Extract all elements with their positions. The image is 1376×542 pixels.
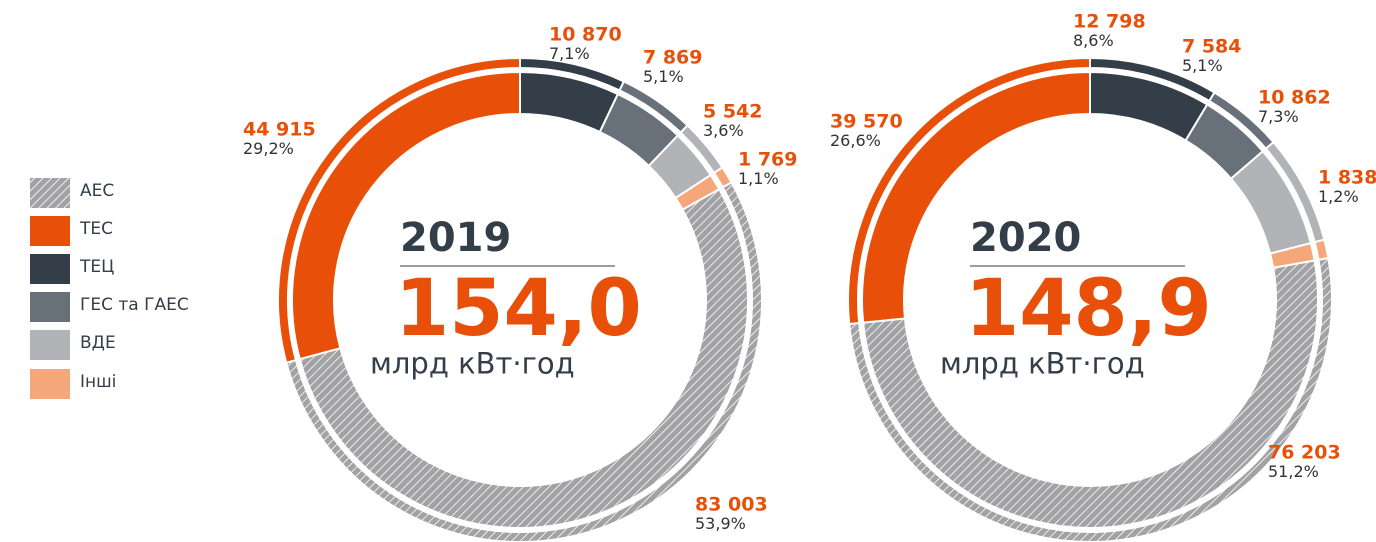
donut-segment xyxy=(298,187,749,529)
total-unit: млрд кВт·год xyxy=(940,347,1145,381)
legend-swatch xyxy=(30,369,70,399)
value-label: 39 570 xyxy=(830,111,903,133)
value-label: 76 203 xyxy=(1268,442,1341,464)
legend-swatch xyxy=(30,178,70,208)
donut-segment xyxy=(862,259,1319,530)
share-label: 8,6% xyxy=(1073,31,1114,50)
total-unit: млрд кВт·год xyxy=(370,347,575,381)
value-label: 10 870 xyxy=(549,24,622,46)
year-title: 2019 xyxy=(400,215,511,261)
value-label: 1 838 xyxy=(1318,167,1376,189)
legend-swatch xyxy=(30,292,70,322)
total-value: 154,0 xyxy=(395,264,642,354)
share-label: 1,2% xyxy=(1318,187,1359,206)
outer-ring-segment xyxy=(1313,238,1330,261)
share-label: 7,3% xyxy=(1258,107,1299,126)
legend-label: ТЕЦ xyxy=(79,257,114,277)
value-label: 5 542 xyxy=(703,101,763,123)
legend-swatch xyxy=(30,330,70,360)
legend-label: Інші xyxy=(80,372,116,392)
year-title: 2020 xyxy=(970,215,1081,261)
value-label: 83 003 xyxy=(695,494,768,516)
share-label: 7,1% xyxy=(549,44,590,63)
share-label: 3,6% xyxy=(703,121,744,140)
legend-label: ГЕС та ГАЕС xyxy=(80,295,189,315)
total-value: 148,9 xyxy=(965,264,1212,354)
legend-label: АЕС xyxy=(80,181,114,201)
value-label: 7 869 xyxy=(643,47,703,69)
donut-segment xyxy=(1268,241,1316,269)
share-label: 26,6% xyxy=(830,131,881,150)
share-label: 51,2% xyxy=(1268,462,1319,481)
value-label: 44 915 xyxy=(243,119,316,141)
share-label: 5,1% xyxy=(643,67,684,86)
value-label: 1 769 xyxy=(738,149,798,171)
legend-swatch xyxy=(30,216,70,246)
outer-ring-segment xyxy=(712,166,733,189)
share-label: 5,1% xyxy=(1182,56,1223,75)
share-label: 53,9% xyxy=(695,514,746,533)
share-label: 1,1% xyxy=(738,169,779,188)
legend-swatch xyxy=(30,254,70,284)
value-label: 7 584 xyxy=(1182,36,1242,58)
legend-label: ВДЕ xyxy=(80,333,116,353)
value-label: 10 862 xyxy=(1258,87,1331,109)
donut-segment xyxy=(674,173,721,211)
legend-label: ТЕС xyxy=(79,219,113,239)
share-label: 29,2% xyxy=(243,139,294,158)
value-label: 12 798 xyxy=(1073,11,1146,33)
